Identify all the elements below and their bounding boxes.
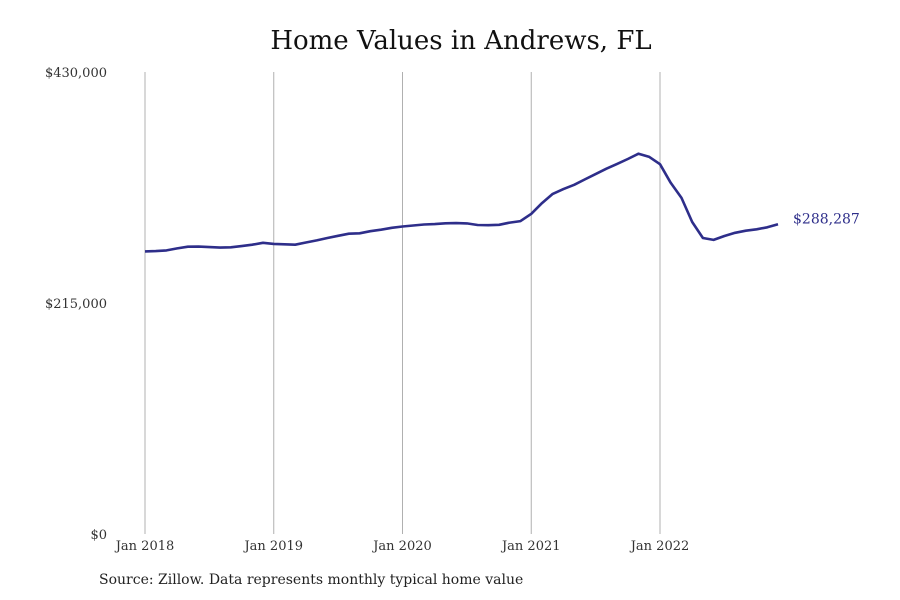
x-axis-ticks: Jan 2018 Jan 2019 Jan 2020 Jan 2021 Jan 2022	[114, 539, 690, 554]
series-line	[144, 152, 779, 253]
y-tick-label: $430,000	[45, 66, 107, 81]
chart-title: Home Values in Andrews, FL	[270, 26, 652, 56]
y-axis-ticks: $0 $215,000 $430,000	[45, 66, 107, 543]
x-tick-label: Jan 2020	[371, 539, 432, 554]
source-note: Source: Zillow. Data represents monthly …	[99, 572, 524, 588]
grid-lines	[144, 72, 661, 534]
end-label-layer: $288,287	[793, 211, 860, 227]
series-layer	[144, 152, 779, 253]
x-tick-label: Jan 2022	[629, 539, 690, 554]
x-tick-label: Jan 2018	[114, 539, 175, 554]
x-tick-label: Jan 2019	[242, 539, 303, 554]
y-tick-label: $215,000	[45, 297, 107, 312]
x-tick-label: Jan 2021	[500, 539, 561, 554]
y-tick-label: $0	[90, 528, 107, 543]
end-value-label: $288,287	[793, 211, 860, 227]
